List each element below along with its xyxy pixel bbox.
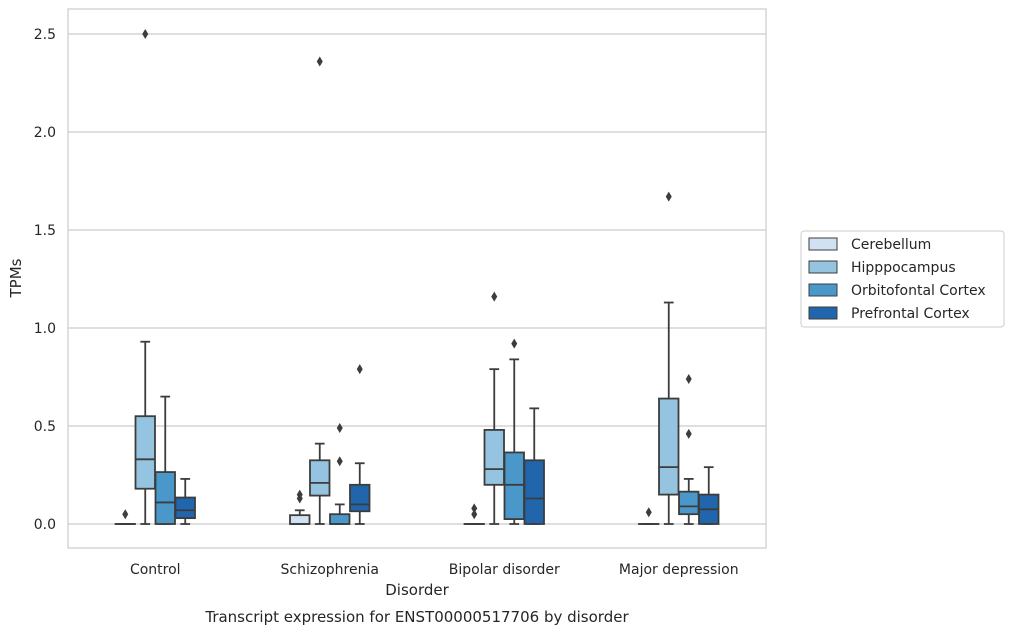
box-iqr [134, 415, 156, 490]
legend-label: Orbitofontal Cortex [851, 283, 986, 299]
box-plot-box [503, 338, 525, 525]
legend-swatch [808, 237, 838, 251]
box-plot-box [349, 364, 371, 525]
box-iqr [658, 397, 680, 496]
box-plot-box [154, 395, 176, 525]
box-plot-box [463, 503, 485, 525]
outlier-point [296, 489, 303, 500]
outlier-point [685, 428, 692, 439]
box-iqr [503, 451, 525, 520]
legend-swatch [808, 260, 838, 274]
x-tick-labels: Control Schizophrenia Bipolar disorder Majo… [130, 562, 739, 578]
x-axis-label: Disorder [385, 581, 449, 599]
box-plot-box [329, 422, 351, 525]
box-iqr [349, 483, 371, 513]
legend-items: Cerebellum Hipppocampus Orbitofontal Corte… [808, 237, 986, 322]
box-plot-box [678, 373, 700, 525]
y-tick-label: 1.0 [34, 321, 56, 337]
box-iqr [309, 459, 331, 497]
outlier-point [336, 422, 343, 433]
outlier-point [491, 291, 498, 302]
box-plot-box [174, 478, 196, 525]
outlier-point [122, 509, 129, 520]
y-tick-label: 1.5 [34, 223, 56, 239]
box-iqr [523, 459, 545, 525]
legend-label: Prefrontal Cortex [851, 306, 970, 322]
box-plot-box [114, 509, 136, 525]
outlier-point [316, 56, 323, 67]
legend-frame [800, 230, 1005, 328]
legend-swatch [808, 306, 838, 320]
outlier-point [471, 503, 478, 514]
box-plot-box [483, 291, 505, 525]
box-plot-box [309, 56, 331, 525]
y-tick-label: 0.0 [34, 517, 56, 533]
x-tick-label: Major depression [619, 562, 739, 578]
outlier-point [356, 364, 363, 375]
box-iqr [483, 429, 505, 486]
legend: Cerebellum Hipppocampus Orbitofontal Corte… [800, 230, 1005, 328]
legend-swatch [808, 283, 838, 297]
box-iqr [174, 496, 196, 520]
x-tick-label: Bipolar disorder [449, 562, 560, 578]
y-tick-label: 2.5 [34, 27, 56, 43]
box-plot-box [523, 407, 545, 525]
box-layer [114, 29, 720, 525]
box-plot-box [638, 507, 660, 525]
x-tick-label: Schizophrenia [281, 562, 379, 578]
outlier-point [645, 507, 652, 518]
x-tick-label: Control [130, 562, 181, 578]
outlier-point [665, 191, 672, 202]
outlier-point [471, 509, 478, 520]
outlier-point [511, 338, 518, 349]
box-iqr [678, 490, 700, 516]
outlier-point [685, 373, 692, 384]
box-plot-box [289, 489, 311, 525]
legend-label: Hipppocampus [851, 260, 956, 276]
legend-label: Cerebellum [851, 237, 931, 253]
box-iqr [289, 514, 311, 525]
box-plot-box [658, 191, 680, 525]
y-tick-labels: 0.0 0.5 1.0 1.5 2.0 2.5 [34, 27, 56, 533]
plot-frame [67, 8, 767, 549]
chart-caption: Transcript expression for ENST0000051770… [204, 608, 629, 626]
y-tick-label: 0.5 [34, 419, 56, 435]
y-tick-label: 2.0 [34, 125, 56, 141]
y-axis-label: TPMs [7, 258, 25, 298]
box-iqr [154, 471, 176, 525]
box-plot-box [134, 29, 156, 525]
box-iqr [329, 513, 351, 525]
outlier-point [336, 456, 343, 467]
box-plot-box [698, 466, 720, 525]
outlier-point [142, 29, 149, 39]
